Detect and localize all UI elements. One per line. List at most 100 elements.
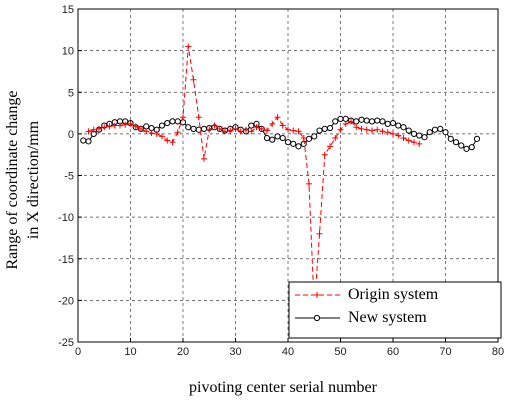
data-point-new-system <box>80 137 87 144</box>
data-point-origin-system <box>122 121 129 128</box>
data-point-new-system <box>300 140 307 147</box>
data-point-origin-system <box>216 125 223 132</box>
data-point-origin-system <box>332 135 339 142</box>
data-point-new-system <box>421 134 428 141</box>
data-point-new-system <box>290 140 297 147</box>
data-point-origin-system <box>274 114 281 121</box>
data-point-new-system <box>316 127 323 134</box>
data-point-new-system <box>200 125 208 132</box>
data-point-new-system <box>458 142 465 149</box>
x-tick-label: 70 <box>439 346 451 358</box>
data-point-origin-system <box>285 126 291 133</box>
data-point-new-system <box>326 124 334 132</box>
x-tick-label: 20 <box>177 346 189 358</box>
data-point-new-system <box>321 125 328 132</box>
data-point-origin-system <box>327 143 333 150</box>
data-point-new-system <box>85 138 92 145</box>
data-point-origin-system <box>206 126 213 133</box>
series-origin-system <box>85 43 423 312</box>
data-point-origin-system <box>96 125 102 132</box>
data-point-new-system <box>447 135 454 142</box>
data-point-new-system <box>274 133 281 140</box>
y-tick-label: -10 <box>58 212 74 224</box>
data-point-new-system <box>332 118 339 125</box>
data-point-new-system <box>169 118 176 125</box>
data-point-origin-system <box>148 130 155 137</box>
legend-label-new-system: New system <box>348 309 427 326</box>
x-tick-label: 60 <box>387 346 399 358</box>
series <box>80 43 481 312</box>
data-point-origin-system <box>85 128 92 135</box>
x-tick-label: 50 <box>334 346 346 358</box>
data-point-new-system <box>143 123 150 130</box>
data-point-origin-system <box>264 127 270 134</box>
data-point-origin-system <box>300 135 307 142</box>
data-point-new-system <box>190 125 197 132</box>
data-point-origin-system <box>211 122 218 129</box>
y-tick-label: -25 <box>58 337 74 349</box>
data-point-origin-system <box>369 127 375 134</box>
data-point-new-system <box>389 119 397 127</box>
data-point-origin-system <box>253 124 260 131</box>
data-point-origin-system <box>353 124 360 131</box>
data-point-origin-system <box>384 129 391 136</box>
data-point-new-system <box>337 115 344 122</box>
data-point-origin-system <box>379 128 386 135</box>
data-point-new-system <box>263 134 271 142</box>
data-point-origin-system <box>395 132 402 139</box>
y-tick-label: 5 <box>68 87 74 99</box>
data-point-origin-system <box>321 151 328 158</box>
data-point-new-system <box>311 133 318 140</box>
data-point-origin-system <box>143 128 150 135</box>
x-axis-title: pivoting center serial number <box>189 379 378 396</box>
data-point-new-system <box>353 118 360 125</box>
y-axis-title-line1: Range of coordinate change <box>4 90 21 269</box>
data-point-origin-system <box>248 128 255 135</box>
data-point-new-system <box>269 136 276 143</box>
data-point-new-system <box>468 144 475 151</box>
data-point-new-system <box>384 120 391 127</box>
data-point-origin-system <box>390 130 396 137</box>
data-point-origin-system <box>279 122 286 129</box>
data-point-new-system <box>185 124 192 131</box>
data-point-origin-system <box>159 133 165 140</box>
data-point-origin-system <box>111 122 118 129</box>
data-point-origin-system <box>348 118 354 125</box>
series-line-origin-system <box>88 46 420 309</box>
data-point-new-system <box>437 125 444 132</box>
data-point-new-system <box>284 139 292 146</box>
data-point-origin-system <box>337 126 344 133</box>
data-point-new-system <box>463 145 470 152</box>
data-point-origin-system <box>405 137 412 144</box>
data-point-origin-system <box>232 125 239 132</box>
data-point-origin-system <box>185 43 192 50</box>
data-point-new-system <box>279 134 286 142</box>
legend-swatch-origin-system <box>295 292 340 298</box>
data-point-new-system <box>363 117 370 124</box>
data-point-origin-system <box>201 155 207 162</box>
data-point-origin-system <box>342 120 349 127</box>
data-point-new-system <box>395 122 402 129</box>
x-tick-label: 80 <box>492 346 504 358</box>
data-point-origin-system <box>227 127 234 134</box>
data-point-origin-system <box>138 125 144 132</box>
data-point-new-system <box>368 118 376 125</box>
data-point-origin-system <box>169 139 176 146</box>
data-point-origin-system <box>222 128 228 135</box>
legend-label-origin-system: Origin system <box>348 286 439 303</box>
data-point-origin-system <box>174 129 181 136</box>
data-point-new-system <box>379 118 386 125</box>
data-point-new-system <box>400 124 407 131</box>
x-tick-label: 0 <box>75 346 81 358</box>
legend-marker-new-system <box>313 314 321 322</box>
data-point-origin-system <box>243 126 249 133</box>
data-point-origin-system <box>269 120 276 127</box>
data-point-new-system <box>416 132 423 139</box>
data-point-origin-system <box>127 120 134 127</box>
data-point-origin-system <box>306 180 312 187</box>
y-tick-label: -20 <box>58 295 74 307</box>
x-tick-label: 10 <box>124 346 136 358</box>
data-point-origin-system <box>106 123 113 130</box>
y-axis-title-line2: in X direction/mm <box>25 120 42 239</box>
data-point-new-system <box>174 118 181 125</box>
